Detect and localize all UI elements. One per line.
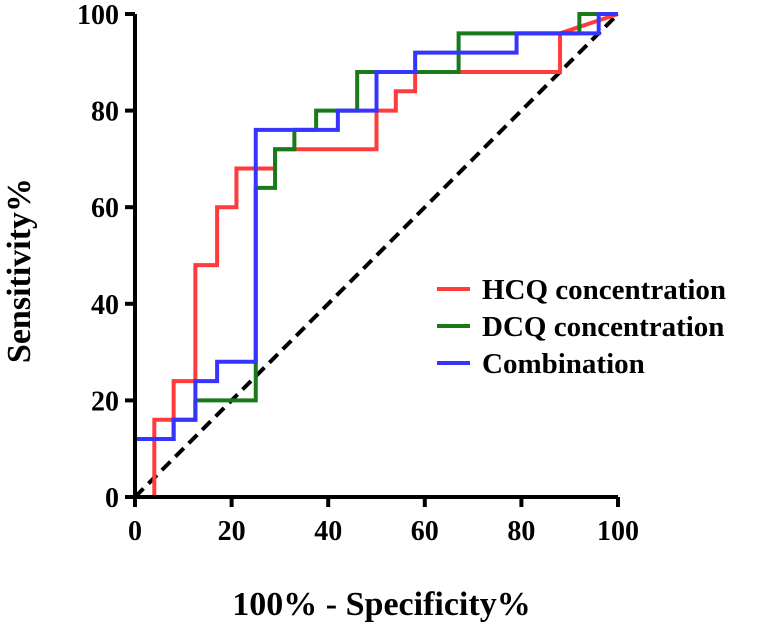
x-axis-title: 100% - Specificity% xyxy=(232,586,530,623)
x-tick-label: 60 xyxy=(411,516,439,547)
y-tick-label: 60 xyxy=(91,193,119,224)
x-tick-label: 100 xyxy=(597,516,639,547)
legend: HCQ concentration DCQ concentration Combin… xyxy=(437,274,726,380)
series-line-combination xyxy=(133,12,618,497)
y-tick-label: 80 xyxy=(91,97,119,128)
y-tick-label: 100 xyxy=(77,0,119,31)
x-tick-label: 80 xyxy=(507,516,535,547)
legend-label-combination: Combination xyxy=(482,348,645,380)
x-tick-label: 20 xyxy=(218,516,246,547)
x-tick-label: 0 xyxy=(128,516,142,547)
y-tick-label: 40 xyxy=(91,290,119,321)
y-tick-label: 20 xyxy=(91,386,119,417)
y-tick-label: 0 xyxy=(105,483,119,514)
legend-label-hcq-concentration: HCQ concentration xyxy=(482,274,726,306)
y-axis-title: Sensitivity% xyxy=(1,178,38,363)
legend-label-dcq-concentration: DCQ concentration xyxy=(482,311,724,343)
x-tick-label: 40 xyxy=(314,516,342,547)
